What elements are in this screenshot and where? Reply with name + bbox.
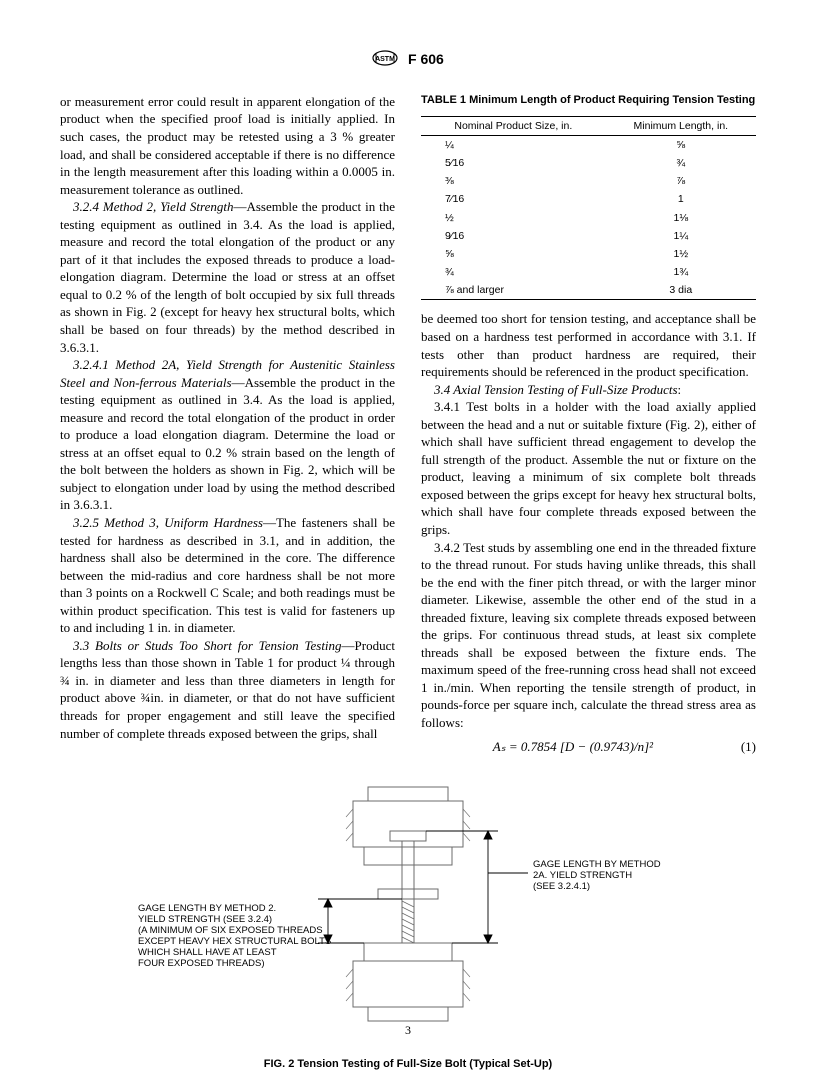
lead-3-2-4: 3.2.4 Method 2, Yield Strength: [73, 199, 233, 214]
table-cell-length: ⅝: [606, 135, 756, 154]
para-3-3: 3.3 Bolts or Studs Too Short for Tension…: [60, 637, 395, 742]
table-row: ¼⅝: [421, 135, 756, 154]
figure-2-right-label: GAGE LENGTH BY METHOD2A. YIELD STRENGTH(…: [533, 859, 661, 892]
table-row: ¾1¾: [421, 263, 756, 281]
svg-text:ASTM: ASTM: [375, 56, 395, 63]
table-cell-length: 1½: [606, 245, 756, 263]
figure-2-svg: GAGE LENGTH BY METHOD 2.YIELD STRENGTH (…: [128, 781, 688, 1041]
table-row: 9⁄161¼: [421, 227, 756, 245]
table-1-caption: TABLE 1 Minimum Length of Product Requir…: [421, 93, 756, 108]
body-3-3: —Product lengths less than those shown i…: [60, 638, 395, 741]
equation-1: Aₛ = 0.7854 [D − (0.9743)/n]² (1): [421, 738, 756, 756]
table-cell-length: ⅞: [606, 172, 756, 190]
para-3-2-4-1: 3.2.4.1 Method 2A, Yield Strength for Au…: [60, 356, 395, 514]
table-row: ½1⅛: [421, 209, 756, 227]
equation-1-body: Aₛ = 0.7854 [D − (0.9743)/n]²: [493, 738, 653, 756]
figure-2-left-label: GAGE LENGTH BY METHOD 2.YIELD STRENGTH (…: [138, 903, 331, 969]
table-1-header-len: Minimum Length, in.: [606, 116, 756, 135]
table-1: TABLE 1 Minimum Length of Product Requir…: [421, 93, 756, 301]
page-number: 3: [0, 1022, 816, 1038]
table-row: 7⁄161: [421, 190, 756, 208]
table-cell-size: ⅜: [421, 172, 606, 190]
table-cell-length: 1⅛: [606, 209, 756, 227]
table-cell-length: 3 dia: [606, 281, 756, 300]
para-3-4-1: 3.4.1 Test bolts in a holder with the lo…: [421, 398, 756, 538]
para-3-4-2: 3.4.2 Test studs by assembling one end i…: [421, 539, 756, 732]
table-row: ⅞ and larger3 dia: [421, 281, 756, 300]
lead-3-3: 3.3 Bolts or Studs Too Short for Tension…: [73, 638, 342, 653]
table-cell-size: ¾: [421, 263, 606, 281]
para-3-3-cont: be deemed too short for tension testing,…: [421, 310, 756, 380]
page-header: ASTM F 606: [60, 50, 756, 71]
table-cell-size: ⅝: [421, 245, 606, 263]
body-3-2-4-1: —Assemble the product in the testing equ…: [60, 375, 395, 513]
figure-2-caption: FIG. 2 Tension Testing of Full-Size Bolt…: [60, 1057, 756, 1072]
table-cell-length: 1: [606, 190, 756, 208]
table-row: ⅜⅞: [421, 172, 756, 190]
table-cell-size: 5⁄16: [421, 154, 606, 172]
designation-code: F 606: [408, 51, 444, 67]
para-3-2-5: 3.2.5 Method 3, Uniform Hardness—The fas…: [60, 514, 395, 637]
tail-3-4: :: [678, 382, 682, 397]
table-1-grid: Nominal Product Size, in. Minimum Length…: [421, 116, 756, 301]
body-3-2-4: —Assemble the product in the testing equ…: [60, 199, 395, 354]
astm-logo: ASTM: [372, 50, 398, 71]
table-cell-length: 1¾: [606, 263, 756, 281]
table-1-header-size: Nominal Product Size, in.: [421, 116, 606, 135]
table-cell-length: ¾: [606, 154, 756, 172]
lead-3-4: 3.4 Axial Tension Testing of Full-Size P…: [434, 382, 678, 397]
para-3-2-3-cont: or measurement error could result in app…: [60, 93, 395, 198]
table-cell-size: 7⁄16: [421, 190, 606, 208]
lead-3-2-5: 3.2.5 Method 3, Uniform Hardness: [73, 515, 263, 530]
para-3-2-4: 3.2.4 Method 2, Yield Strength—Assemble …: [60, 198, 395, 356]
equation-1-number: (1): [725, 738, 756, 756]
two-column-body: or measurement error could result in app…: [60, 93, 756, 761]
table-row: ⅝1½: [421, 245, 756, 263]
table-cell-size: 9⁄16: [421, 227, 606, 245]
table-row: 5⁄16¾: [421, 154, 756, 172]
body-3-2-5: —The fasteners shall be tested for hardn…: [60, 515, 395, 635]
table-cell-size: ⅞ and larger: [421, 281, 606, 300]
table-cell-length: 1¼: [606, 227, 756, 245]
table-cell-size: ½: [421, 209, 606, 227]
table-cell-size: ¼: [421, 135, 606, 154]
para-3-4: 3.4 Axial Tension Testing of Full-Size P…: [421, 381, 756, 399]
